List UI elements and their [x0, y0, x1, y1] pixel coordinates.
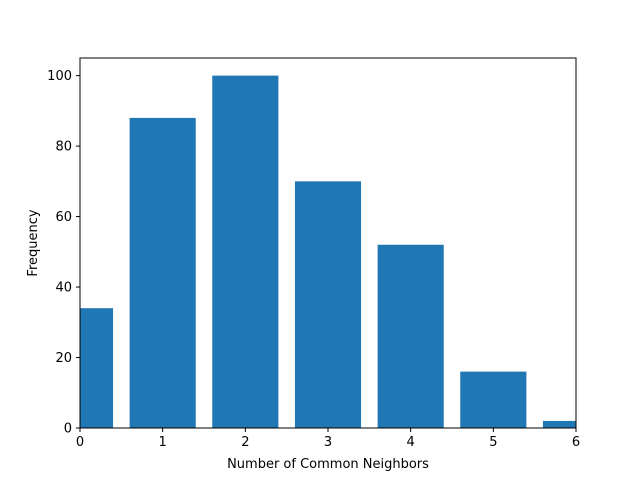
- y-tick-label: 20: [55, 351, 72, 366]
- y-tick-label: 0: [64, 422, 72, 437]
- y-axis-label: Frequency: [26, 209, 41, 276]
- x-tick-label: 1: [159, 435, 167, 450]
- x-tick-label: 2: [241, 435, 249, 450]
- y-tick-label: 100: [47, 69, 72, 84]
- x-axis-label: Number of Common Neighbors: [227, 457, 429, 472]
- bar-4: [377, 244, 444, 428]
- x-axis: 0 1 2 3 4 5 6: [76, 428, 580, 450]
- bar-5: [460, 371, 527, 428]
- bar-6: [542, 420, 576, 428]
- y-tick-label: 80: [55, 140, 72, 155]
- x-tick-label: 3: [324, 435, 332, 450]
- bar-1: [129, 117, 196, 429]
- bar-3: [294, 181, 362, 428]
- x-tick-label: 6: [572, 435, 580, 450]
- bar-2: [212, 75, 279, 428]
- y-axis: 0 20 40 60 80 100: [47, 69, 80, 437]
- bar-0: [80, 308, 114, 428]
- x-tick-label: 5: [489, 435, 497, 450]
- bars: [80, 75, 576, 429]
- y-tick-label: 60: [55, 210, 72, 225]
- x-tick-label: 0: [76, 435, 84, 450]
- y-tick-label: 40: [55, 281, 72, 296]
- x-tick-label: 4: [407, 435, 415, 450]
